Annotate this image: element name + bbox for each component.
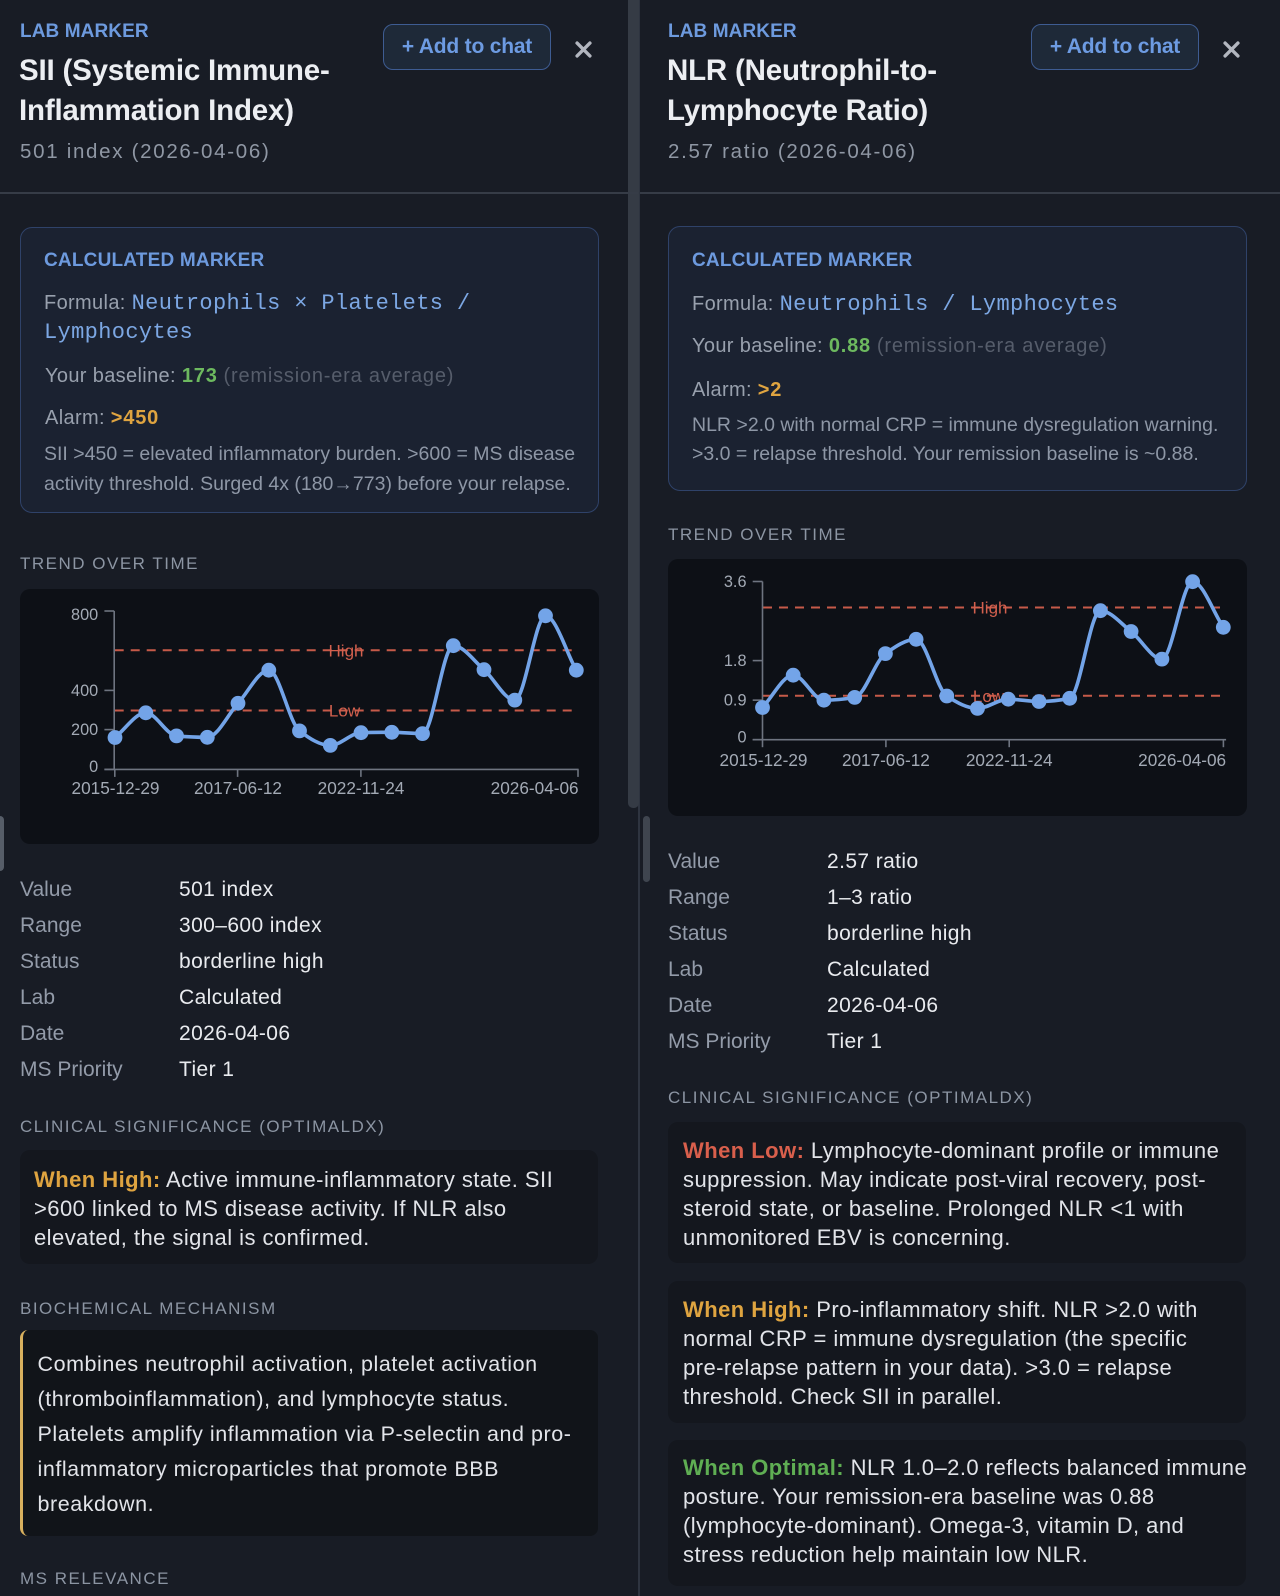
svg-text:High: High	[329, 641, 364, 660]
svg-text:2017-06-12: 2017-06-12	[842, 750, 930, 770]
svg-text:0: 0	[737, 729, 746, 747]
svg-text:2026-04-06: 2026-04-06	[1138, 750, 1226, 770]
svg-text:2026-04-06: 2026-04-06	[491, 778, 579, 798]
svg-text:2022-11-24: 2022-11-24	[966, 750, 1053, 770]
svg-text:2015-12-29: 2015-12-29	[72, 778, 160, 798]
svg-text:2015-12-29: 2015-12-29	[720, 750, 808, 770]
svg-text:3.6: 3.6	[724, 573, 747, 591]
svg-text:800: 800	[71, 606, 98, 624]
svg-text:2022-11-24: 2022-11-24	[318, 778, 405, 798]
svg-text:0.9: 0.9	[724, 692, 747, 710]
svg-text:High: High	[973, 599, 1008, 618]
svg-text:Low: Low	[329, 702, 361, 721]
svg-text:0: 0	[89, 758, 98, 776]
svg-text:1.8: 1.8	[724, 652, 747, 670]
svg-text:400: 400	[71, 682, 98, 700]
svg-text:200: 200	[71, 721, 98, 739]
svg-text:2017-06-12: 2017-06-12	[194, 778, 282, 798]
